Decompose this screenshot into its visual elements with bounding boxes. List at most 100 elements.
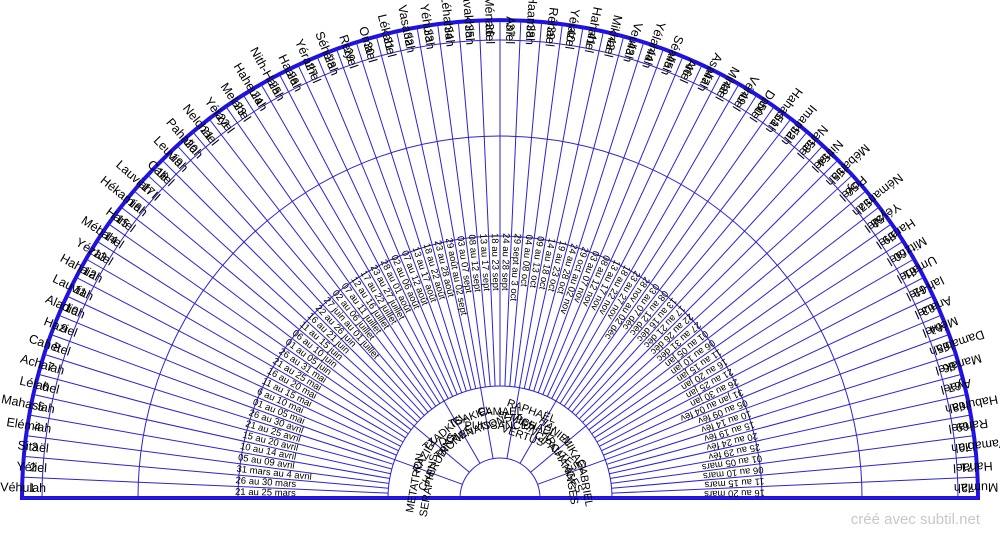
angel-spoke xyxy=(260,83,445,402)
angel-number: 8 xyxy=(51,340,62,356)
angel-number: 32 xyxy=(401,31,417,47)
angel-name: Aniel xyxy=(503,16,518,44)
angel-number: 10 xyxy=(63,300,81,318)
angel-number: 63 xyxy=(919,300,937,318)
angel-name: Yéhuiah xyxy=(417,3,438,51)
angel-number: 4 xyxy=(33,419,42,434)
angel-number: 1 xyxy=(29,481,36,495)
angel-spoke xyxy=(603,314,942,456)
angel-spoke xyxy=(528,36,625,390)
angel-spoke xyxy=(43,353,394,465)
angel-spoke xyxy=(208,118,433,410)
angel-name: Véhuiah xyxy=(0,480,46,495)
angel-number: 71 xyxy=(960,460,975,475)
angel-number: 6 xyxy=(41,379,51,394)
angel-spoke xyxy=(416,27,482,388)
angel-dates: 11 au 15 mars xyxy=(704,475,765,490)
angel-number: 43 xyxy=(622,40,639,57)
angel-name: Lélahel xyxy=(18,374,61,397)
angel-spoke xyxy=(575,145,824,416)
angel-number: 2 xyxy=(29,460,37,474)
angel-spoke xyxy=(585,190,867,427)
angel-spoke xyxy=(478,20,496,387)
angel-dates: 18 au 23 sept xyxy=(489,233,501,291)
angel-dates: 13 au 17 sept xyxy=(477,233,492,292)
angel-spoke xyxy=(610,414,971,480)
choir-spoke xyxy=(506,387,520,459)
angel-spoke xyxy=(316,56,458,395)
angel-spoke xyxy=(571,131,808,413)
angel-dates: 24 au 28 sept xyxy=(499,233,511,291)
angel-spoke xyxy=(437,24,486,388)
angel-name: Réhael xyxy=(542,7,560,48)
angel-number: 34 xyxy=(441,25,456,40)
angel-spoke xyxy=(611,455,977,489)
angel-spoke xyxy=(297,64,454,397)
angel-name: Hahael xyxy=(953,459,993,476)
angel-number: 3 xyxy=(31,440,39,455)
angel-spoke xyxy=(563,106,775,407)
angel-number: 66 xyxy=(941,358,958,375)
angel-dates: 21 au 25 mars xyxy=(235,487,296,499)
angel-spoke xyxy=(457,21,491,387)
angel-spoke xyxy=(588,206,880,431)
angel-spoke xyxy=(75,276,401,447)
angel-spoke xyxy=(596,258,915,443)
angel-number: 12 xyxy=(80,264,99,283)
choir-archangel: CAMAEL xyxy=(477,406,522,418)
angel-name: Yamabiah xyxy=(950,436,1000,456)
angel-number: 49 xyxy=(733,89,752,108)
angel-number: 45 xyxy=(661,53,679,71)
angel-spoke xyxy=(533,41,645,392)
choir-sector: CAMAEL PUISSANCES xyxy=(465,406,536,432)
angel-number: 26 xyxy=(284,69,303,87)
angel-name: Léhahiah xyxy=(438,0,458,47)
angel-number: 62 xyxy=(910,282,928,301)
angel-spoke xyxy=(559,94,758,404)
angel-name: Hahahel xyxy=(582,6,605,54)
angel-spoke xyxy=(58,314,397,456)
angel-spoke xyxy=(599,276,925,447)
credit-text: créé avec subtil.net xyxy=(850,511,980,528)
angel-name: Elémiah xyxy=(6,415,53,436)
angel-number: 42 xyxy=(603,35,620,52)
angel-spoke xyxy=(591,223,892,435)
angel-number: 24 xyxy=(248,89,267,108)
angel-name: Sitaël xyxy=(17,438,50,455)
angel-spoke xyxy=(609,394,967,475)
angel-spoke xyxy=(29,414,390,480)
angel-spoke xyxy=(176,145,425,416)
angel-spoke xyxy=(96,240,406,439)
angel-spoke xyxy=(22,476,389,494)
angel-number: 27 xyxy=(302,61,320,79)
angel-number: 38 xyxy=(523,24,538,39)
angel-name: Mumiah xyxy=(954,480,999,495)
angel-spoke xyxy=(50,334,395,461)
angel-number: 72 xyxy=(961,481,975,495)
choir-spoke xyxy=(394,459,463,485)
angel-number: 48 xyxy=(716,78,735,97)
angel-spoke xyxy=(133,190,415,427)
angel-spoke xyxy=(192,131,429,413)
angel-number: 44 xyxy=(642,46,660,63)
angel-number: 40 xyxy=(563,28,579,44)
